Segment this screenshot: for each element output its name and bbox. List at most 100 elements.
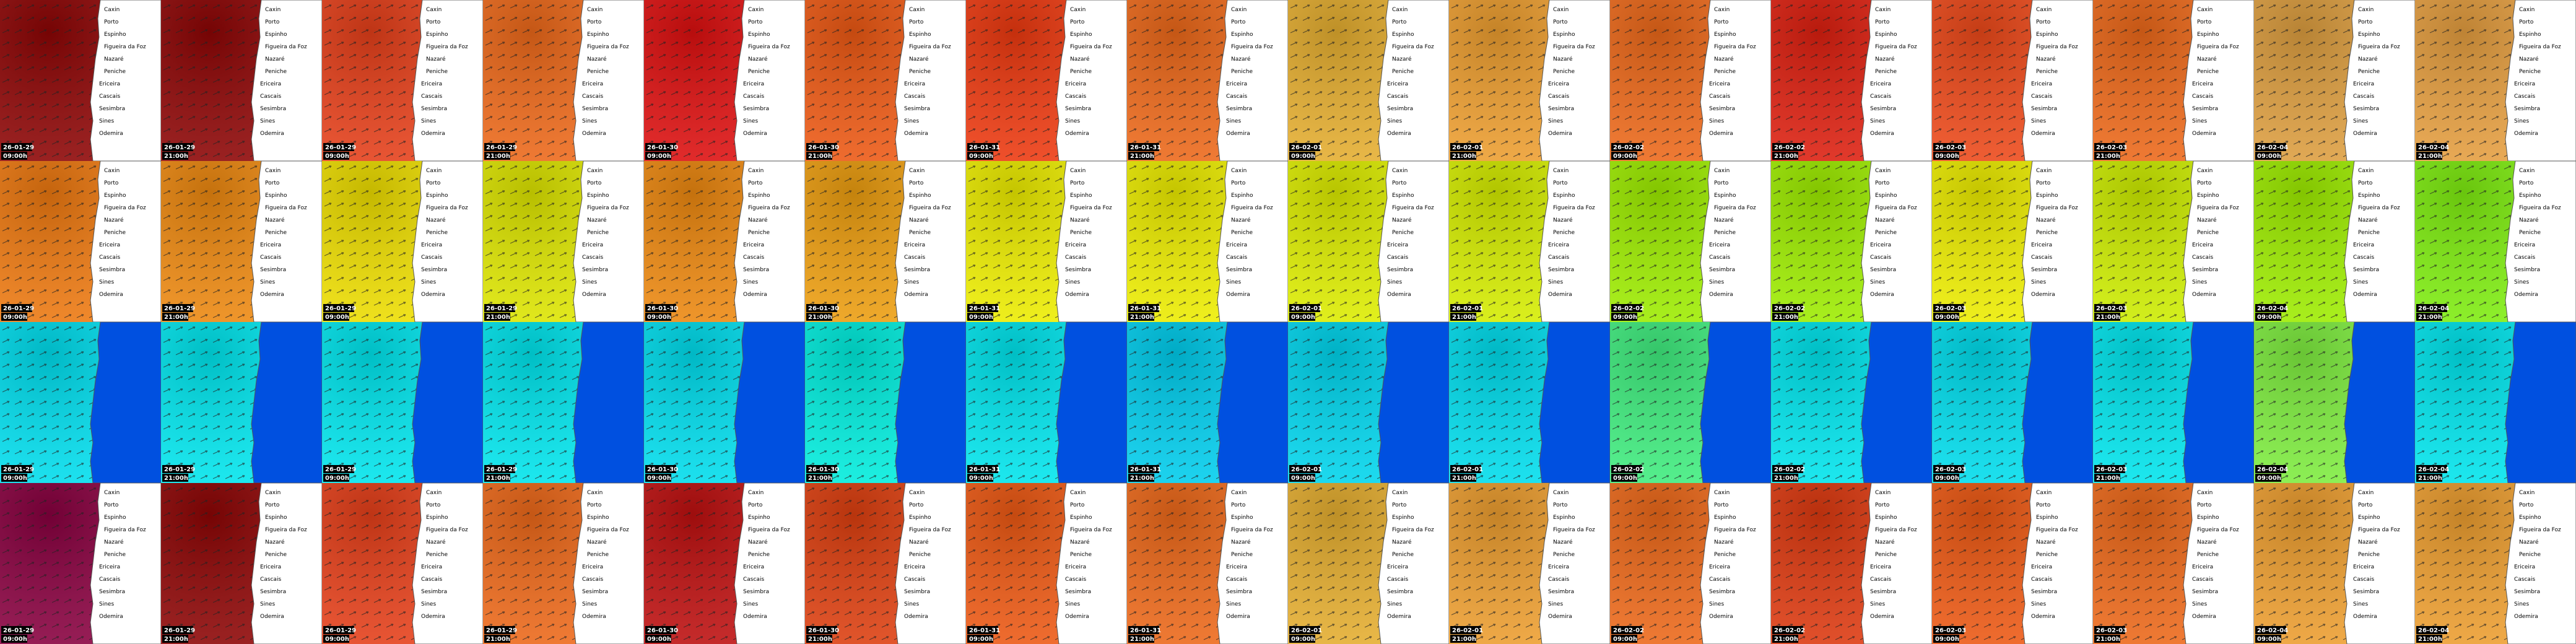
forecast-map[interactable]: Caxin Porto Espinho Figueira da Foz Nazaré Pe… <box>483 483 644 644</box>
town-label: Sesimbra <box>1065 589 1091 595</box>
forecast-map[interactable]: 26-01-31 09:00h <box>966 322 1127 483</box>
town-label: Ericeira <box>1387 564 1408 570</box>
forecast-map[interactable]: Caxin Porto Espinho Figueira da Foz Nazaré Pe… <box>1288 0 1449 161</box>
town-label: Cascais <box>2514 255 2535 261</box>
forecast-map[interactable]: Caxin Porto Espinho Figueira da Foz Nazaré Pe… <box>1932 161 2093 322</box>
town-label: Espinho <box>2519 32 2541 38</box>
forecast-map[interactable]: 26-01-29 21:00h <box>483 322 644 483</box>
forecast-map[interactable]: Caxin Porto Espinho Figueira da Foz Nazaré Pe… <box>2093 483 2254 644</box>
forecast-map[interactable]: Caxin Porto Espinho Figueira da Foz Nazaré Pe… <box>1449 161 1610 322</box>
forecast-map[interactable]: 26-02-04 21:00h <box>2415 322 2576 483</box>
date-label: 26-01-29 <box>486 144 517 151</box>
town-label: Nazaré <box>748 217 768 224</box>
forecast-map[interactable]: 26-01-29 09:00h <box>0 322 161 483</box>
town-label: Nazaré <box>426 56 446 63</box>
forecast-map[interactable]: Caxin Porto Espinho Figueira da Foz Nazaré Pe… <box>966 161 1127 322</box>
forecast-map[interactable]: Caxin Porto Espinho Figueira da Foz Nazaré Pe… <box>1449 483 1610 644</box>
town-label: Cascais <box>1870 255 1891 261</box>
forecast-map[interactable]: Caxin Porto Espinho Figueira da Foz Nazaré Pe… <box>1610 483 1771 644</box>
forecast-map[interactable]: Caxin Porto Espinho Figueira da Foz Nazaré Pe… <box>0 161 161 322</box>
town-label: Sesimbra <box>1548 589 1574 595</box>
town-label: Sines <box>1548 118 1563 124</box>
forecast-map[interactable]: 26-02-02 09:00h <box>1610 322 1771 483</box>
land <box>1700 0 1771 161</box>
town-label: Nazaré <box>1070 217 1090 224</box>
forecast-map[interactable]: Caxin Porto Espinho Figueira da Foz Nazaré Pe… <box>1127 0 1288 161</box>
town-label: Espinho <box>2036 193 2058 199</box>
date-box <box>1611 626 1642 634</box>
forecast-map[interactable]: 26-01-29 09:00h <box>322 322 483 483</box>
town-label: Porto <box>587 502 602 508</box>
forecast-map[interactable]: Caxin Porto Espinho Figueira da Foz Nazaré Pe… <box>1932 0 2093 161</box>
town-label: Sines <box>2353 118 2368 124</box>
forecast-map[interactable]: Caxin Porto Espinho Figueira da Foz Nazaré Pe… <box>805 0 966 161</box>
forecast-map[interactable]: Caxin Porto Espinho Figueira da Foz Nazaré Pe… <box>1771 161 1932 322</box>
forecast-map[interactable]: Caxin Porto Espinho Figueira da Foz Nazaré Pe… <box>1771 483 1932 644</box>
forecast-map[interactable]: Caxin Porto Espinho Figueira da Foz Nazaré Pe… <box>1610 0 1771 161</box>
forecast-map[interactable]: 26-01-30 09:00h <box>644 322 805 483</box>
forecast-map[interactable]: Caxin Porto Espinho Figueira da Foz Nazaré Pe… <box>322 483 483 644</box>
forecast-map[interactable]: Caxin Porto Espinho Figueira da Foz Nazaré Pe… <box>644 161 805 322</box>
forecast-map[interactable]: Caxin Porto Espinho Figueira da Foz Nazaré Pe… <box>2415 0 2576 161</box>
forecast-map[interactable]: 26-02-03 09:00h <box>1932 322 2093 483</box>
forecast-map[interactable]: Caxin Porto Espinho Figueira da Foz Nazaré Pe… <box>966 0 1127 161</box>
town-label: Sesimbra <box>260 106 286 112</box>
forecast-map[interactable]: Caxin Porto Espinho Figueira da Foz Nazaré Pe… <box>1449 0 1610 161</box>
date-label: 26-01-29 <box>164 627 195 634</box>
forecast-map[interactable]: 26-01-30 21:00h <box>805 322 966 483</box>
land <box>90 0 161 161</box>
time-box <box>2416 635 2442 643</box>
forecast-map[interactable]: 26-01-29 21:00h <box>161 322 322 483</box>
date-label: 26-01-29 <box>164 144 195 151</box>
forecast-map[interactable]: Caxin Porto Espinho Figueira da Foz Nazaré Pe… <box>483 161 644 322</box>
town-label: Figueira da Foz <box>1392 527 1434 533</box>
town-label: Peniche <box>1875 552 1897 558</box>
forecast-map[interactable]: Caxin Porto Espinho Figueira da Foz Nazaré Pe… <box>644 0 805 161</box>
forecast-map[interactable]: Caxin Porto Espinho Figueira da Foz Nazaré Pe… <box>805 483 966 644</box>
forecast-map[interactable]: Caxin Porto Espinho Figueira da Foz Nazaré Pe… <box>161 483 322 644</box>
forecast-map[interactable]: Caxin Porto Espinho Figueira da Foz Nazaré Pe… <box>0 0 161 161</box>
town-label: Porto <box>748 180 763 186</box>
forecast-map[interactable]: Caxin Porto Espinho Figueira da Foz Nazaré Pe… <box>2093 0 2254 161</box>
forecast-map[interactable]: Caxin Porto Espinho Figueira da Foz Nazaré Pe… <box>2415 161 2576 322</box>
forecast-map[interactable]: Caxin Porto Espinho Figueira da Foz Nazaré Pe… <box>2254 161 2415 322</box>
forecast-map[interactable]: Caxin Porto Espinho Figueira da Foz Nazaré Pe… <box>2415 483 2576 644</box>
town-label: Porto <box>265 502 280 508</box>
forecast-map[interactable]: Caxin Porto Espinho Figueira da Foz Nazaré Pe… <box>322 0 483 161</box>
forecast-map[interactable]: 26-01-31 21:00h <box>1127 322 1288 483</box>
forecast-map[interactable]: Caxin Porto Espinho Figueira da Foz Nazaré Pe… <box>0 483 161 644</box>
forecast-map[interactable]: Caxin Porto Espinho Figueira da Foz Nazaré Pe… <box>644 483 805 644</box>
forecast-map[interactable]: Caxin Porto Espinho Figueira da Foz Nazaré Pe… <box>161 0 322 161</box>
forecast-map[interactable]: 26-02-01 21:00h <box>1449 322 1610 483</box>
town-label: Cascais <box>2514 94 2535 100</box>
town-label: Caxin <box>1231 168 1247 174</box>
date-box <box>484 304 515 312</box>
forecast-map[interactable]: 26-02-01 09:00h <box>1288 322 1449 483</box>
forecast-map[interactable]: Caxin Porto Espinho Figueira da Foz Nazaré Pe… <box>1288 161 1449 322</box>
forecast-map[interactable]: Caxin Porto Espinho Figueira da Foz Nazaré Pe… <box>966 483 1127 644</box>
town-label: Sesimbra <box>1709 106 1735 112</box>
forecast-map[interactable]: Caxin Porto Espinho Figueira da Foz Nazaré Pe… <box>2254 483 2415 644</box>
forecast-map[interactable]: 26-02-02 21:00h <box>1771 322 1932 483</box>
forecast-map[interactable]: Caxin Porto Espinho Figueira da Foz Nazaré Pe… <box>1288 483 1449 644</box>
date-label: 26-02-04 <box>2257 305 2288 312</box>
forecast-map[interactable]: Caxin Porto Espinho Figueira da Foz Nazaré Pe… <box>2093 161 2254 322</box>
forecast-map[interactable]: Caxin Porto Espinho Figueira da Foz Nazaré Pe… <box>1127 483 1288 644</box>
forecast-map[interactable]: Caxin Porto Espinho Figueira da Foz Nazaré Pe… <box>1127 161 1288 322</box>
forecast-map[interactable]: 26-02-03 21:00h <box>2093 322 2254 483</box>
town-label: Cascais <box>1387 94 1408 100</box>
land <box>90 483 161 644</box>
forecast-map[interactable]: Caxin Porto Espinho Figueira da Foz Nazaré Pe… <box>1932 483 2093 644</box>
forecast-map[interactable]: Caxin Porto Espinho Figueira da Foz Nazaré Pe… <box>805 161 966 322</box>
town-label: Espinho <box>2036 32 2058 38</box>
town-label: Sines <box>1387 601 1402 607</box>
forecast-map[interactable]: Caxin Porto Espinho Figueira da Foz Nazaré Pe… <box>483 0 644 161</box>
forecast-map[interactable]: 26-02-04 09:00h <box>2254 322 2415 483</box>
forecast-map[interactable]: Caxin Porto Espinho Figueira da Foz Nazaré Pe… <box>322 161 483 322</box>
forecast-map[interactable]: Caxin Porto Espinho Figueira da Foz Nazaré Pe… <box>161 161 322 322</box>
forecast-map[interactable]: Caxin Porto Espinho Figueira da Foz Nazaré Pe… <box>1610 161 1771 322</box>
forecast-map[interactable]: Caxin Porto Espinho Figueira da Foz Nazaré Pe… <box>2254 0 2415 161</box>
time-box <box>323 313 349 321</box>
date-box <box>1611 143 1642 151</box>
forecast-map[interactable]: Caxin Porto Espinho Figueira da Foz Nazaré Pe… <box>1771 0 1932 161</box>
